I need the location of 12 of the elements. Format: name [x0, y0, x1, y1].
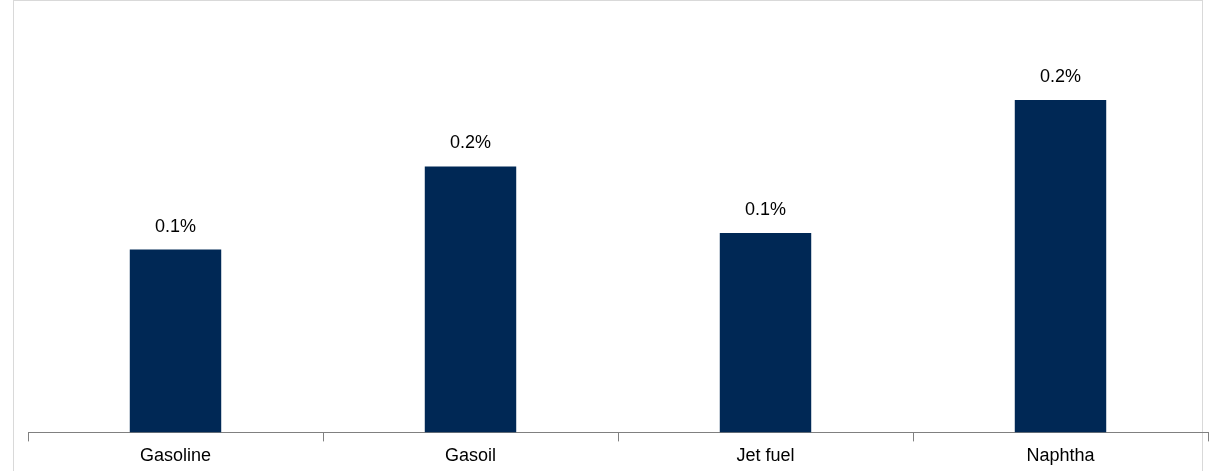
bar	[719, 232, 812, 433]
x-tick-label: Jet fuel	[736, 445, 795, 466]
bar	[424, 166, 517, 433]
x-tick-label: Gasoil	[444, 445, 497, 466]
x-tick-label: Gasoline	[139, 445, 212, 466]
x-tick-label: Naphtha	[1026, 445, 1096, 466]
data-label: 0.2%	[449, 132, 492, 153]
bar	[1014, 100, 1107, 433]
data-label: 0.1%	[744, 198, 787, 219]
data-label: 0.1%	[154, 215, 197, 236]
bar	[129, 249, 222, 433]
data-label: 0.2%	[1039, 65, 1082, 86]
